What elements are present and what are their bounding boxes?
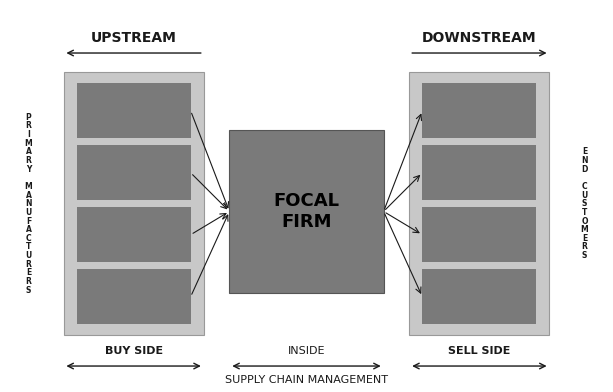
Bar [422, 207, 536, 262]
Text: FOCAL
FIRM: FOCAL FIRM [273, 192, 340, 231]
Text: E
N
D
 
C
U
S
T
O
M
E
R
S: E N D C U S T O M E R S [581, 147, 588, 260]
Text: SELL SIDE: SELL SIDE [448, 346, 511, 356]
Bar [77, 269, 191, 324]
Bar [77, 207, 191, 262]
Bar [77, 145, 191, 200]
Bar [77, 83, 191, 138]
Text: INSIDE: INSIDE [287, 346, 326, 356]
Bar [422, 83, 536, 138]
Text: DOWNSTREAM: DOWNSTREAM [422, 31, 537, 45]
Text: UPSTREAM: UPSTREAM [91, 31, 177, 45]
Bar [64, 73, 204, 335]
Text: BUY SIDE: BUY SIDE [105, 346, 162, 356]
Bar [422, 145, 536, 200]
Text: P
R
I
M
A
R
Y
 
M
A
N
U
F
A
C
T
U
R
E
R
S: P R I M A R Y M A N U F A C T U R E R S [25, 113, 32, 295]
Bar [229, 130, 384, 292]
Bar [409, 73, 549, 335]
Text: SUPPLY CHAIN MANAGEMENT: SUPPLY CHAIN MANAGEMENT [225, 375, 388, 385]
Bar [422, 269, 536, 324]
